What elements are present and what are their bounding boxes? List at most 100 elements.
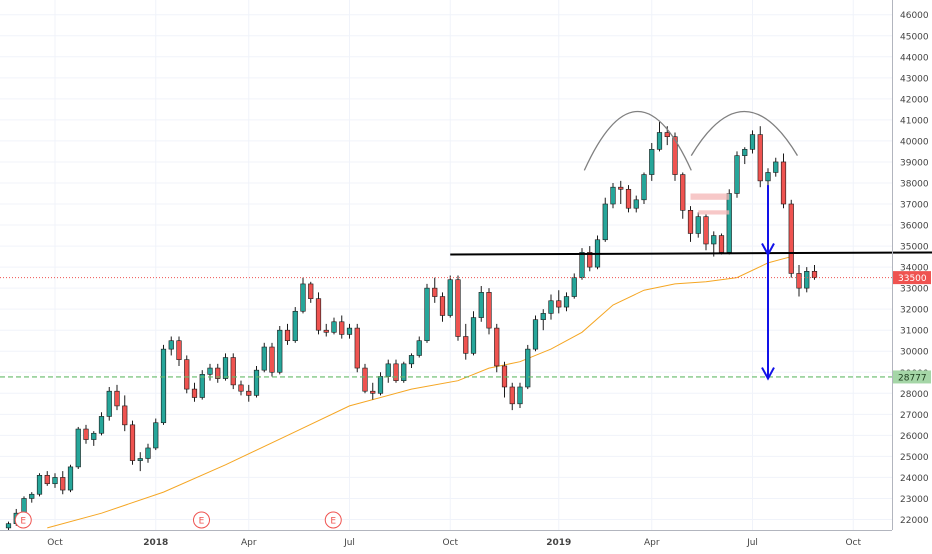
candle-body — [656, 132, 663, 150]
pink-zone — [690, 193, 730, 200]
y-tick-label: 26000 — [900, 432, 929, 442]
candle-body — [176, 340, 182, 360]
x-tick-label: Oct — [47, 538, 63, 548]
candle-body — [339, 321, 345, 335]
candle-body — [261, 346, 267, 371]
candle-body — [83, 428, 89, 440]
candle-body — [145, 447, 151, 459]
arrowhead-icon — [761, 367, 775, 381]
candle-body — [377, 376, 384, 394]
y-tick-label: 23000 — [900, 495, 929, 505]
candle-body — [29, 493, 35, 499]
x-tick-label: Jul — [343, 538, 355, 548]
moving-average — [47, 256, 792, 529]
earnings-marker[interactable] — [193, 511, 210, 529]
candle-body — [463, 336, 469, 354]
candle-body — [393, 363, 399, 381]
y-tick-label: 31000 — [900, 327, 929, 337]
candle-body — [323, 329, 329, 333]
candle-body — [36, 475, 43, 495]
target-tag — [893, 370, 931, 384]
candle-body — [672, 136, 678, 175]
candle-body — [773, 161, 779, 173]
candle-body — [153, 422, 159, 449]
candle-body — [168, 340, 174, 350]
candle-body — [370, 390, 376, 394]
candle-body — [385, 363, 391, 377]
candle-body — [269, 346, 275, 373]
candle-body — [509, 386, 515, 405]
candle-body — [649, 149, 655, 175]
y-tick-label: 36000 — [900, 222, 929, 232]
candle-body — [432, 287, 438, 297]
earnings-marker[interactable] — [324, 511, 342, 529]
candle-body — [525, 348, 531, 388]
earnings-marker[interactable] — [14, 511, 32, 529]
candle-body — [804, 271, 810, 289]
candle-body — [718, 235, 725, 253]
candle-body — [796, 273, 802, 289]
candle-body — [44, 475, 50, 485]
arrowhead-icon — [761, 243, 775, 257]
candle-body — [610, 186, 616, 205]
earnings-label: E — [20, 517, 26, 527]
candle-body — [292, 310, 298, 342]
candle-body — [401, 363, 407, 381]
candle-body — [664, 132, 670, 138]
y-tick-label: 40000 — [900, 137, 929, 147]
candle-body — [540, 313, 546, 320]
candle-body — [75, 428, 81, 468]
candle-body — [91, 432, 97, 440]
y-tick-label: 33000 — [900, 285, 929, 295]
candle-body — [734, 155, 740, 194]
head-arc — [583, 111, 692, 171]
y-tick-label: 44000 — [900, 53, 929, 63]
candle-body — [571, 277, 577, 297]
y-tick-label: 30000 — [900, 348, 929, 358]
candle-body — [532, 319, 539, 350]
candle-body — [447, 279, 453, 316]
candle-body — [331, 321, 337, 333]
y-tick-label: 27000 — [900, 411, 929, 421]
candle-body — [726, 193, 732, 253]
candle-body — [246, 390, 252, 396]
candle-body — [60, 477, 66, 491]
candle-body — [408, 355, 415, 365]
candle-body — [548, 300, 554, 314]
candle-body — [129, 424, 136, 461]
candle-body — [300, 283, 306, 312]
candle-body — [563, 296, 570, 308]
candle-body — [191, 388, 198, 398]
candle-body — [618, 186, 624, 190]
candle-body — [602, 203, 608, 241]
y-tick-label: 24000 — [900, 474, 929, 484]
candle-body — [308, 283, 314, 299]
candle-body — [122, 405, 128, 426]
candle-body — [207, 367, 213, 375]
candle-body — [625, 188, 632, 209]
x-tick-label: Oct — [845, 538, 861, 548]
y-tick-label: 41000 — [900, 116, 929, 126]
candle-body — [439, 296, 446, 316]
candle-body — [633, 199, 639, 209]
candle-body — [284, 329, 291, 342]
target-tag-text: 28777 — [898, 373, 927, 383]
candle-body — [253, 369, 260, 396]
y-tick-label: 37000 — [900, 201, 929, 211]
candle-body — [114, 390, 120, 407]
y-tick-label: 34000 — [900, 264, 929, 274]
candle-body — [695, 216, 701, 234]
candle-body — [106, 390, 112, 417]
y-tick-label: 43000 — [900, 74, 929, 84]
y-tick-label: 32000 — [900, 306, 929, 316]
x-tick-label: Jul — [746, 538, 758, 548]
candle-body — [749, 134, 756, 150]
candle-body — [556, 300, 562, 308]
candle-body — [470, 317, 477, 354]
earnings-label: E — [330, 517, 336, 527]
candle-body — [346, 327, 353, 335]
candle-body — [362, 367, 368, 392]
head-arc — [690, 110, 799, 156]
y-tick-label: 22000 — [900, 516, 929, 526]
